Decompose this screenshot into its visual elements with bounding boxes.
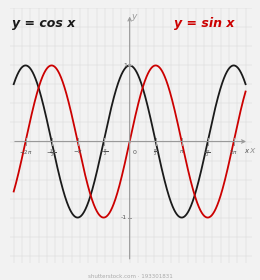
Text: -1: -1 [121, 215, 127, 220]
Text: y = cos x: y = cos x [12, 17, 75, 30]
Text: y = sin x: y = sin x [174, 17, 235, 30]
Text: $-\!\frac{\pi}{2}$: $-\!\frac{\pi}{2}$ [100, 148, 108, 158]
Text: $\frac{3\pi}{2}$: $\frac{3\pi}{2}$ [204, 148, 211, 159]
Text: 1: 1 [123, 63, 127, 68]
Text: $-\pi$: $-\pi$ [73, 148, 83, 155]
Text: x: x [250, 146, 255, 155]
Text: y: y [131, 12, 137, 21]
Text: $\pi$: $\pi$ [179, 148, 184, 155]
Text: $2\pi$: $2\pi$ [229, 148, 238, 156]
Text: $-2\pi$: $-2\pi$ [19, 148, 32, 156]
Text: x: x [244, 148, 249, 154]
Text: shutterstock.com · 193301831: shutterstock.com · 193301831 [88, 274, 172, 279]
Text: $\frac{\pi}{2}$: $\frac{\pi}{2}$ [153, 148, 158, 158]
Text: $0$: $0$ [132, 148, 138, 156]
Text: $-\!\frac{3\pi}{2}$: $-\!\frac{3\pi}{2}$ [46, 148, 57, 159]
